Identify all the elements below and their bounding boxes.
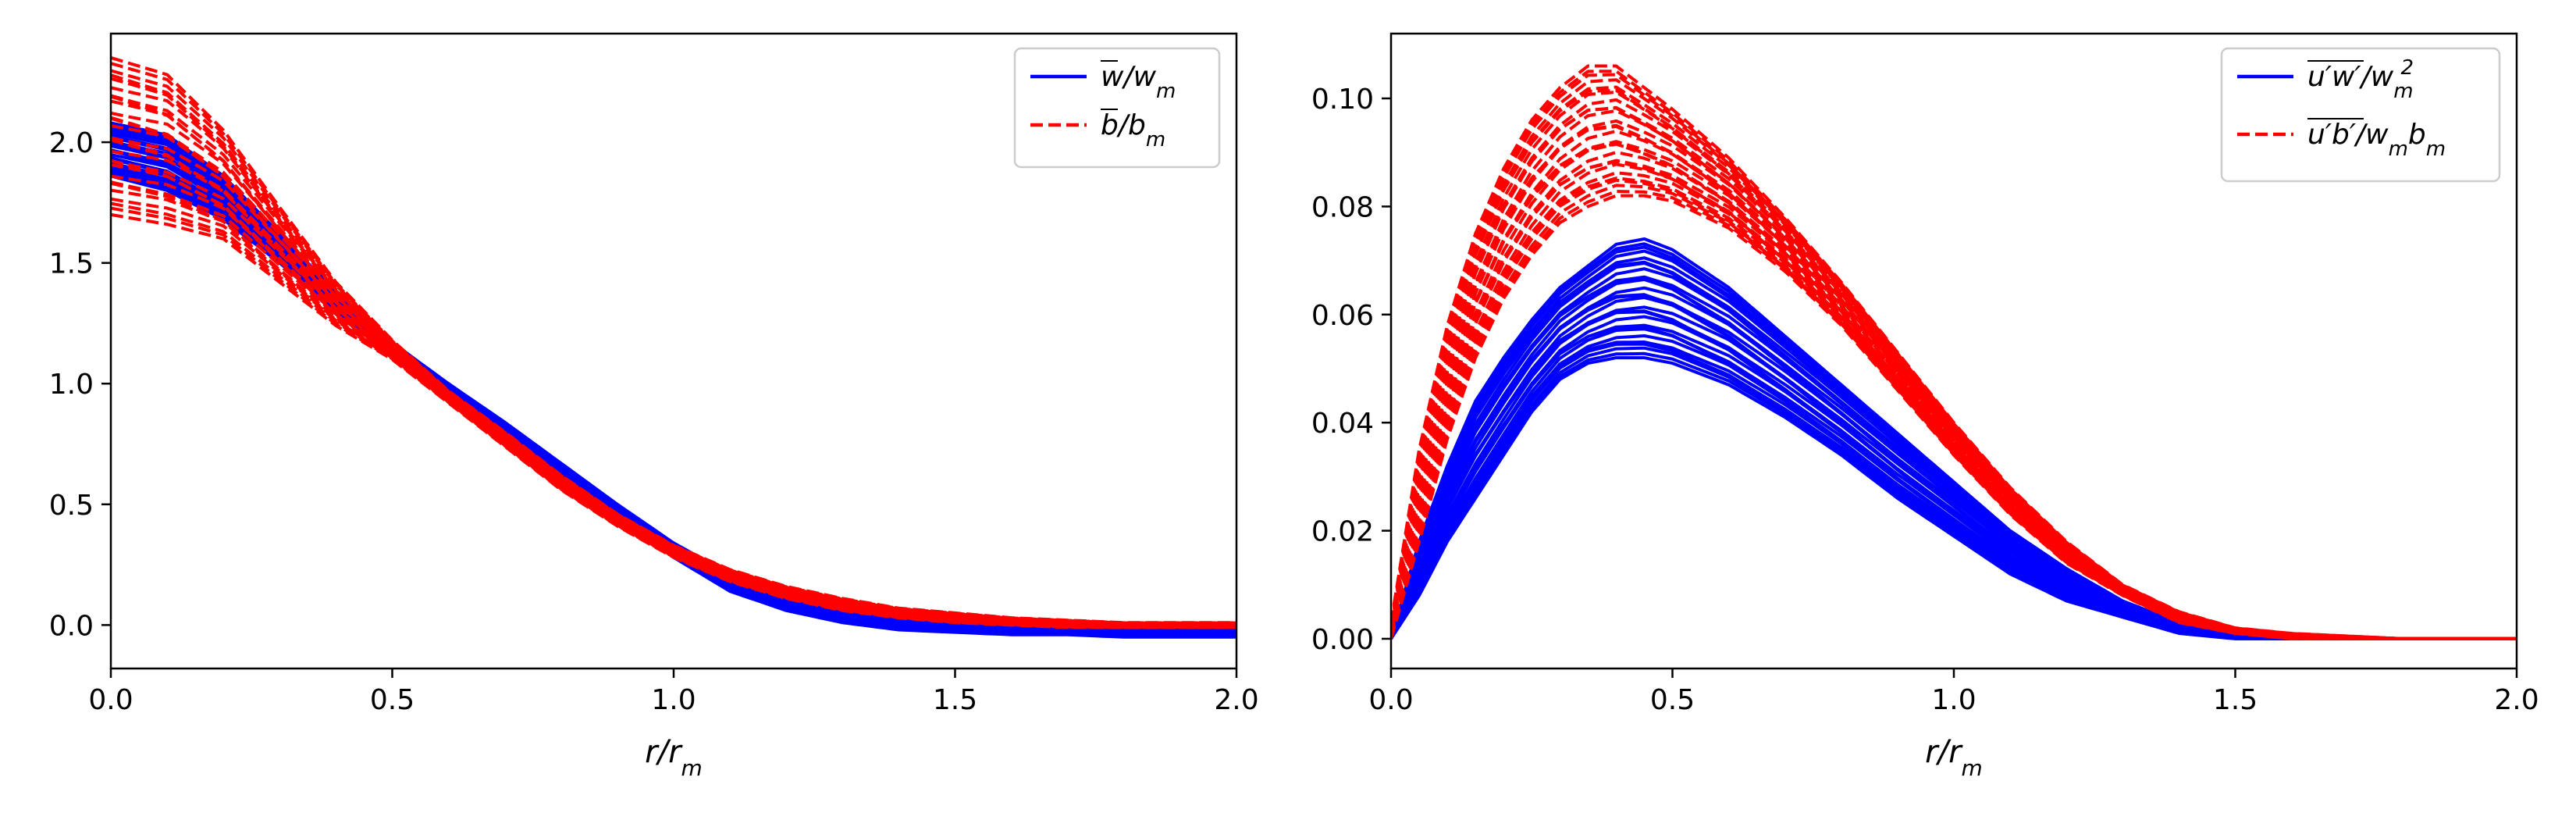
legend-label-suffix: /w (1121, 61, 1156, 93)
x-tick-label: 2.0 (2494, 684, 2539, 716)
legend-label-sub: m (2389, 137, 2408, 161)
series-1-curves (1391, 64, 2517, 640)
x-tick-label: 0.0 (1368, 684, 1413, 716)
left-plot: 0.0 0.5 1.0 1.5 2.00.00.51.01.52.0r/rmw/wmb/… (49, 32, 1259, 781)
series-0-line (1391, 310, 2517, 640)
series-1-line (1391, 178, 2517, 640)
y-tick-label: 0.08 (1311, 191, 1374, 223)
y-tick-label: 1.5 (49, 248, 94, 280)
legend-label-base: u′b′ (2307, 119, 2356, 151)
series-1-line (1391, 151, 2517, 640)
series-0-line (1391, 277, 2517, 640)
x-tick-label: 2.0 (1214, 684, 1258, 716)
series-1-line (1391, 176, 2517, 640)
legend-label-base: u′w′ (2307, 61, 2361, 93)
series-1-line (1391, 171, 2517, 640)
plot-area (1391, 64, 2517, 640)
series-1-line (1391, 184, 2517, 640)
y-tick-label: 0.04 (1311, 408, 1374, 440)
series-0-line (1391, 296, 2517, 640)
series-1-line (1391, 194, 2517, 640)
legend: w/wmb/bm (1013, 47, 1221, 169)
y-tick-label: 0.0 (49, 610, 94, 642)
x-axis-label-sub: m (681, 755, 703, 781)
legend-label-suffix2: b (2408, 119, 2426, 151)
series-1-line (111, 136, 1236, 627)
y-tick-label: 0.02 (1311, 516, 1374, 548)
x-axis-label: r/rm (645, 734, 703, 781)
series-0-curves (111, 121, 1236, 639)
legend-label-0: w/wm (1101, 61, 1176, 103)
series-1-line (1391, 190, 2517, 640)
legend-label-sub: m (1146, 128, 1165, 152)
legend-label-sub2: m (2426, 137, 2446, 161)
legend-label-suffix: /w (2354, 119, 2389, 151)
x-tick-label: 1.0 (1931, 684, 1976, 716)
y-tick-label: 0.5 (49, 490, 94, 522)
legend-label-sub: m (1156, 80, 1176, 103)
series-1-line (1391, 98, 2517, 640)
legend-label-sub: m (2393, 80, 2413, 103)
series-1-line (111, 201, 1236, 629)
series-1-line (1391, 73, 2517, 640)
y-tick-label: 0.10 (1311, 84, 1374, 116)
x-axis-label-sub: m (1962, 755, 1983, 781)
series-1-curves (111, 55, 1236, 629)
series-1-line (1391, 159, 2517, 640)
legend-label-sup: 2 (2401, 56, 2414, 80)
series-1-line (1391, 140, 2517, 640)
right-plot: 0.0 0.5 1.0 1.5 2.0 0.00 0.02 0.04 0.06 0.08 0.10 r… (1311, 32, 2539, 781)
x-tick-label: 1.5 (2213, 684, 2258, 716)
series-0-line (1391, 278, 2517, 640)
x-tick-label: 0.5 (370, 684, 415, 716)
legend-label-base: b (1101, 109, 1119, 141)
x-tick-label: 1.5 (933, 684, 977, 716)
plot-area (111, 55, 1236, 639)
legend-label-1: u′b′/wmbm (2307, 119, 2446, 161)
legend-label-0: u′w′/wm2 (2307, 56, 2414, 103)
x-tick-label: 0.0 (88, 684, 133, 716)
series-1-line (1391, 70, 2517, 640)
y-tick-label: 0.00 (1311, 624, 1374, 656)
legend-label-suffix: /w (2359, 61, 2394, 93)
series-0-line (1391, 293, 2517, 640)
series-1-line (1391, 159, 2517, 640)
x-tick-label: 1.0 (651, 684, 696, 716)
series-1-line (1391, 64, 2517, 640)
legend-label-suffix: /b (1116, 109, 1146, 141)
series-0-line (1391, 293, 2517, 640)
y-tick-label: 2.0 (49, 127, 94, 159)
legend-label-base: w (1101, 61, 1124, 93)
y-tick-label: 0.06 (1311, 300, 1374, 332)
y-tick-label: 1.0 (49, 369, 94, 401)
legend-label-1: b/bm (1101, 109, 1165, 152)
series-1-line (111, 55, 1236, 625)
legend-frame (2220, 47, 2501, 183)
x-tick-label: 0.5 (1650, 684, 1695, 716)
series-1-line (1391, 162, 2517, 640)
x-axis-label: r/rm (1925, 734, 1983, 781)
